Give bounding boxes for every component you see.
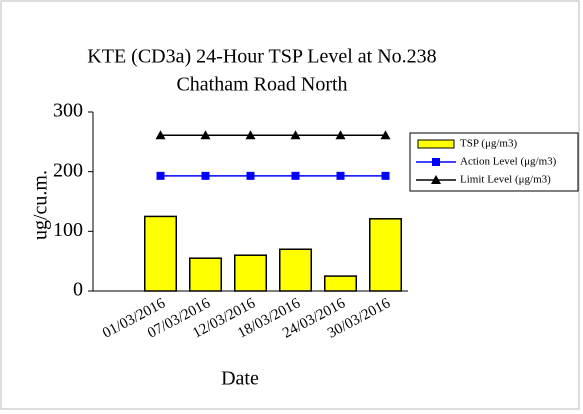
chart-title: Chatham Road North xyxy=(176,74,347,96)
point xyxy=(155,130,166,140)
point xyxy=(380,130,391,140)
point xyxy=(336,171,345,180)
point xyxy=(291,171,300,180)
point xyxy=(156,171,165,180)
legend-label: Action Level (μg/m3) xyxy=(460,156,557,168)
point xyxy=(201,171,210,180)
bar xyxy=(144,215,177,292)
point xyxy=(245,130,256,140)
bar xyxy=(234,254,267,292)
legend-marker xyxy=(432,158,440,166)
chart-title: KTE (CD3a) 24-Hour TSP Level at No.238 xyxy=(87,46,436,68)
legend-marker xyxy=(431,175,441,184)
y-axis-label: ug/cu.m. xyxy=(30,170,52,240)
bar xyxy=(189,257,222,292)
bar xyxy=(279,248,312,292)
point xyxy=(381,171,390,180)
point xyxy=(200,130,211,140)
y-tick-label: 300 xyxy=(53,100,83,122)
y-tick-label: 0 xyxy=(73,279,83,301)
point xyxy=(335,130,346,140)
y-tick-label: 100 xyxy=(53,219,83,241)
point xyxy=(246,171,255,180)
bar xyxy=(324,275,357,292)
bar xyxy=(369,218,402,292)
legend-swatch xyxy=(417,139,455,149)
legend-label: TSP (μg/m3) xyxy=(460,138,517,150)
y-tick-label: 200 xyxy=(53,159,83,181)
x-axis-label: Date xyxy=(221,368,259,390)
legend-label: Limit Level (μg/m3) xyxy=(460,174,551,186)
point xyxy=(290,130,301,140)
